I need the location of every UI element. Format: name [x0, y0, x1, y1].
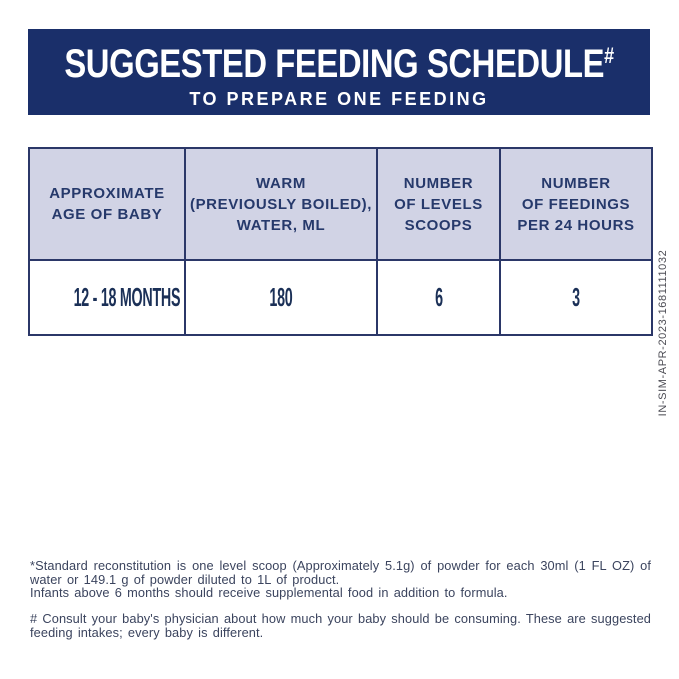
cell-water-ml: 180 — [184, 259, 378, 336]
cell-scoops: 6 — [376, 259, 501, 336]
column-header-age: APPROXIMATE AGE OF BABY — [28, 147, 186, 261]
batch-code-vertical-label: IN-SIM-APR-2023-1681111032 — [657, 249, 669, 417]
feeding-schedule-table: APPROXIMATE AGE OF BABY WARM (PREVIOUSLY… — [28, 147, 653, 336]
page-subtitle: TO PREPARE ONE FEEDING — [189, 89, 489, 109]
title-footnote-mark: # — [603, 43, 614, 68]
title-banner: SUGGESTED FEEDING SCHEDULE# TO PREPARE O… — [28, 29, 650, 115]
page-title-text: SUGGESTED FEEDING SCHEDULE — [64, 42, 604, 86]
cell-age: 12 - 18 MONTHS — [28, 259, 186, 336]
column-header-scoops: NUMBER OF LEVELS SCOOPS — [376, 147, 501, 261]
cell-water-ml-value: 180 — [269, 282, 293, 312]
table-header-row: APPROXIMATE AGE OF BABY WARM (PREVIOUSLY… — [28, 147, 653, 261]
footnote-consult-physician: # Consult your baby's physician about ho… — [30, 611, 651, 640]
footnote-standard-reconstitution: *Standard reconstitution is one level sc… — [30, 558, 651, 601]
column-header-water: WARM (PREVIOUSLY BOILED), WATER, ML — [184, 147, 378, 261]
cell-feedings: 3 — [499, 259, 653, 336]
cell-feedings-value: 3 — [572, 282, 580, 312]
column-header-feedings: NUMBER OF FEEDINGS PER 24 HOURS — [499, 147, 653, 261]
cell-age-value: 12 - 18 MONTHS — [73, 282, 181, 312]
table-row: 12 - 18 MONTHS 180 6 3 — [28, 259, 653, 336]
page-title: SUGGESTED FEEDING SCHEDULE# — [64, 36, 614, 84]
cell-scoops-value: 6 — [434, 282, 443, 312]
